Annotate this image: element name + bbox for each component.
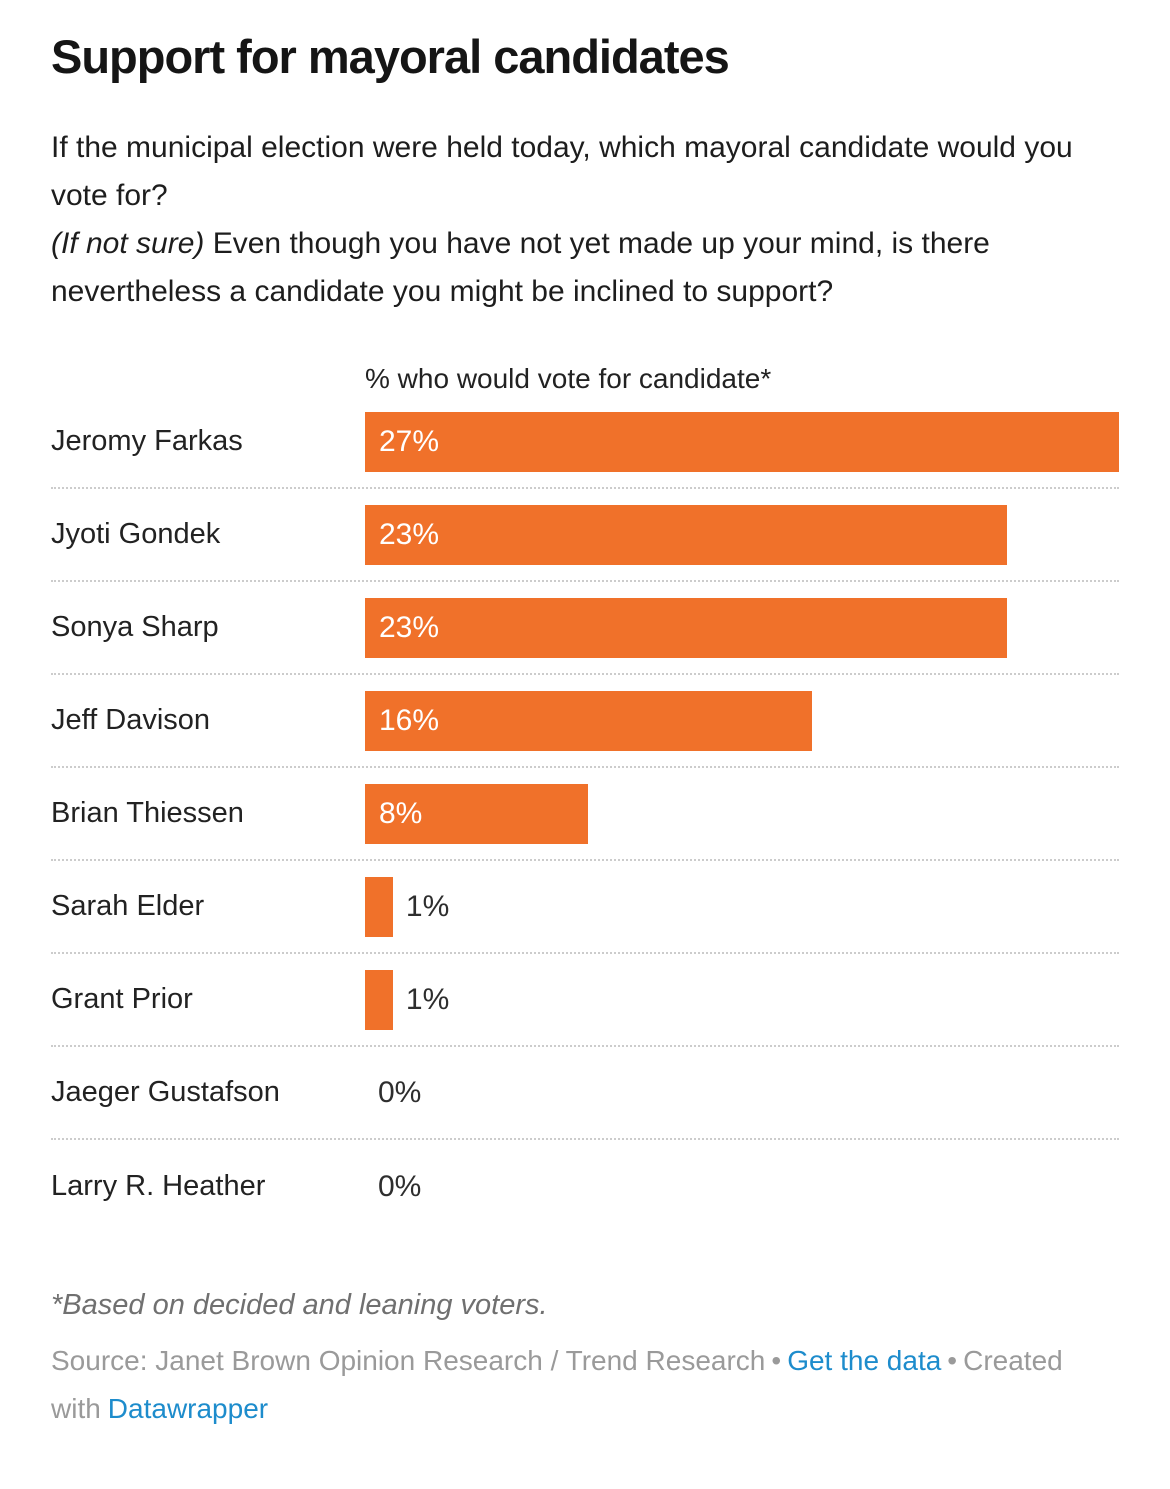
chart-row: Sarah Elder 1% [51,861,1119,954]
created-with-text: Created with [51,1345,1063,1424]
bar: 16% [365,690,812,751]
bar-area: 0% [365,1063,1119,1123]
chart-row: Jeromy Farkas 27% [51,396,1119,489]
value-label: 27% [379,424,440,458]
axis-title: % who would vote for candidate* [365,363,772,394]
bar: 27% [365,411,1119,472]
chart-row: Jaeger Gustafson 0% [51,1047,1119,1140]
page-title: Support for mayoral candidates [51,30,730,83]
value-label: 1% [405,889,450,923]
source-text: Source: Janet Brown Opinion Research / T… [51,1345,766,1376]
value-label: 16% [379,703,440,737]
chart-row: Jeff Davison 16% [51,675,1119,768]
get-the-data-link[interactable]: Get the data [787,1345,942,1376]
bar-area: 27% [365,411,1119,472]
bar-area: 23% [365,504,1119,565]
candidate-label: Brian Thiessen [51,797,244,829]
value-label: 8% [379,796,423,830]
bar-chart: Jeromy Farkas 27% Jyoti Gondek 23% Sonya Sha… [51,396,1119,1233]
chart-description: If the municipal election were held toda… [51,124,1119,316]
chart-row: Sonya Sharp 23% [51,582,1119,675]
bar-area: 1% [365,969,1119,1030]
bullet-separator: • [947,1345,958,1376]
bar-area: 1% [365,876,1119,937]
chart-footnote: *Based on decided and leaning voters. [51,1289,548,1321]
candidate-label: Jyoti Gondek [51,518,221,550]
bar: 23% [365,504,1008,565]
datawrapper-link[interactable]: Datawrapper [107,1393,269,1424]
bar [365,969,393,1030]
chart-row: Grant Prior 1% [51,954,1119,1047]
candidate-label: Sarah Elder [51,890,205,922]
bar: 8% [365,783,589,844]
value-label: 0% [378,1075,422,1109]
value-label: 0% [378,1169,422,1203]
value-label: 23% [379,610,440,644]
bar-area: 0% [365,1157,1119,1217]
description-note-italic: (If not sure) [51,227,205,260]
value-label: 1% [405,982,450,1016]
value-label: 23% [379,517,440,551]
bar [365,876,393,937]
bullet-separator: • [771,1345,782,1376]
bar: 23% [365,597,1008,658]
description-question: If the municipal election were held toda… [51,131,1073,212]
chart-row: Jyoti Gondek 23% [51,489,1119,582]
bar-area: 8% [365,783,1119,844]
candidate-label: Sonya Sharp [51,611,219,643]
chart-row: Brian Thiessen 8% [51,768,1119,861]
description-note: Even though you have not yet made up you… [51,227,990,308]
bar-area: 23% [365,597,1119,658]
candidate-label: Jaeger Gustafson [51,1076,280,1108]
candidate-label: Jeromy Farkas [51,425,243,457]
candidate-label: Larry R. Heather [51,1170,266,1202]
bar-area: 16% [365,690,1119,751]
source-line: Source: Janet Brown Opinion Research / T… [51,1337,1119,1433]
candidate-label: Jeff Davison [51,704,211,736]
chart-row: Larry R. Heather 0% [51,1140,1119,1233]
candidate-label: Grant Prior [51,983,193,1015]
